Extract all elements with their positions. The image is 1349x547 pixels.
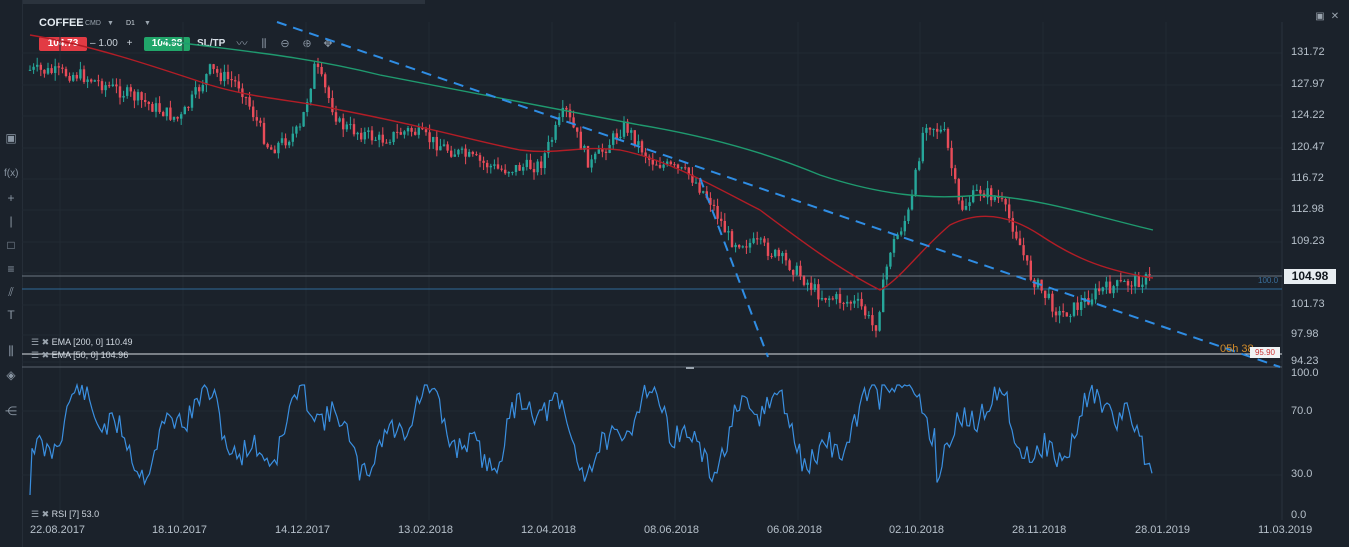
spread-minus[interactable]: –: [90, 38, 96, 49]
bid-price-button[interactable]: 104.73: [39, 37, 87, 51]
move-icon[interactable]: ✥: [323, 38, 333, 50]
ask-price-button[interactable]: 104.98: [144, 37, 190, 51]
price-tick: 94.23: [1291, 355, 1319, 367]
price-tick: 127.97: [1291, 78, 1325, 90]
timeframe-select[interactable]: D1: [126, 20, 135, 27]
chevron-down-icon[interactable]: ▼: [107, 20, 114, 27]
pane-resize-handle[interactable]: [686, 367, 694, 369]
ema200-line: [159, 39, 1154, 231]
ema200-legend[interactable]: ☰ ✖ EMA [200, 0] 110.49: [31, 337, 133, 347]
menu-icon: ☰ ✖: [31, 337, 50, 347]
spread-control[interactable]: – 1.00 +: [90, 37, 132, 51]
date-tick: 18.10.2017: [152, 524, 208, 536]
rsi-tick: 70.0: [1291, 405, 1313, 417]
date-tick: 28.11.2018: [1012, 524, 1067, 536]
ema50-legend[interactable]: ☰ ✖ EMA [50, 0] 104.96: [31, 350, 129, 360]
line-chart-icon[interactable]: 〰: [236, 38, 248, 50]
price-tick: 124.22: [1291, 109, 1325, 121]
price-tick: 131.72: [1291, 46, 1325, 58]
current-price-badge: 104.98: [1284, 269, 1336, 284]
price-tick: 112.98: [1291, 203, 1324, 215]
share-icon[interactable]: ⋲: [5, 404, 17, 418]
menu-icon: ☰ ✖: [31, 509, 50, 519]
price-tick: 101.73: [1291, 298, 1325, 310]
rectangle-icon[interactable]: □: [7, 238, 15, 252]
instrument-type: CMD: [85, 20, 101, 27]
ema50-line: [29, 34, 1154, 291]
rsi-tick: 0.0: [1291, 509, 1307, 521]
pitchfork-icon[interactable]: ⫽: [8, 285, 14, 299]
price-tick: 97.98: [1291, 328, 1319, 340]
price-tick: 109.23: [1291, 235, 1325, 247]
price-tick: 116.72: [1291, 172, 1324, 184]
text-icon[interactable]: T: [7, 308, 15, 322]
maximize-icon[interactable]: ▣: [1315, 11, 1325, 22]
top-strip: [0, 0, 425, 4]
spread-value: 1.00: [98, 38, 118, 49]
fibonacci-icon[interactable]: ≡: [7, 262, 15, 276]
crosshair-icon[interactable]: +: [7, 191, 15, 205]
window-icon[interactable]: ▣: [5, 131, 17, 145]
close-icon[interactable]: ✕: [1330, 11, 1340, 22]
date-tick: 28.01.2019: [1135, 524, 1191, 536]
level-label-partial: 100.0: [1258, 276, 1279, 285]
date-tick: 02.10.2018: [889, 524, 945, 536]
trendline-main: [276, 21, 1281, 368]
date-tick: 12.04.2018: [521, 524, 577, 536]
function-icon[interactable]: f(x): [4, 168, 19, 179]
rsi-tick: 100.0: [1291, 367, 1319, 379]
rsi-line: [29, 382, 1153, 496]
spread-plus[interactable]: +: [126, 38, 133, 49]
date-tick: 08.06.2018: [644, 524, 700, 536]
rsi-tick: 30.0: [1291, 468, 1313, 480]
rsi-legend[interactable]: ☰ ✖ RSI [7] 53.0: [31, 509, 100, 519]
menu-icon: ☰ ✖: [31, 350, 50, 360]
candlestick-icon[interactable]: ⫼: [261, 38, 267, 50]
candle-countdown: 05h 38: [1220, 343, 1254, 355]
date-tick: 06.08.2018: [767, 524, 823, 536]
layers-icon[interactable]: ◈: [6, 368, 16, 382]
price-tick: 120.47: [1291, 141, 1325, 153]
trendline-steep: [699, 177, 769, 358]
sltp-button[interactable]: SL/TP: [197, 38, 226, 49]
date-tick: 13.02.2018: [398, 524, 454, 536]
chevron-down-icon[interactable]: ▼: [144, 20, 151, 27]
symbol-name[interactable]: COFFEE: [39, 17, 84, 29]
zoom-in-icon[interactable]: ⊕: [302, 38, 312, 50]
date-tick: 22.08.2017: [30, 524, 86, 536]
left-toolbar: ▣ f(x) + | □ ≡ ⫽ T ⫼ ◈ ⋲: [0, 0, 23, 547]
zoom-out-icon[interactable]: ⊖: [280, 38, 290, 50]
vertical-line-icon[interactable]: |: [9, 214, 13, 228]
level-badge: 95.90: [1250, 347, 1280, 358]
date-tick: 14.12.2017: [275, 524, 331, 536]
date-tick: 11.03.2019: [1258, 524, 1313, 536]
indicators-icon[interactable]: ⫼: [8, 344, 14, 358]
